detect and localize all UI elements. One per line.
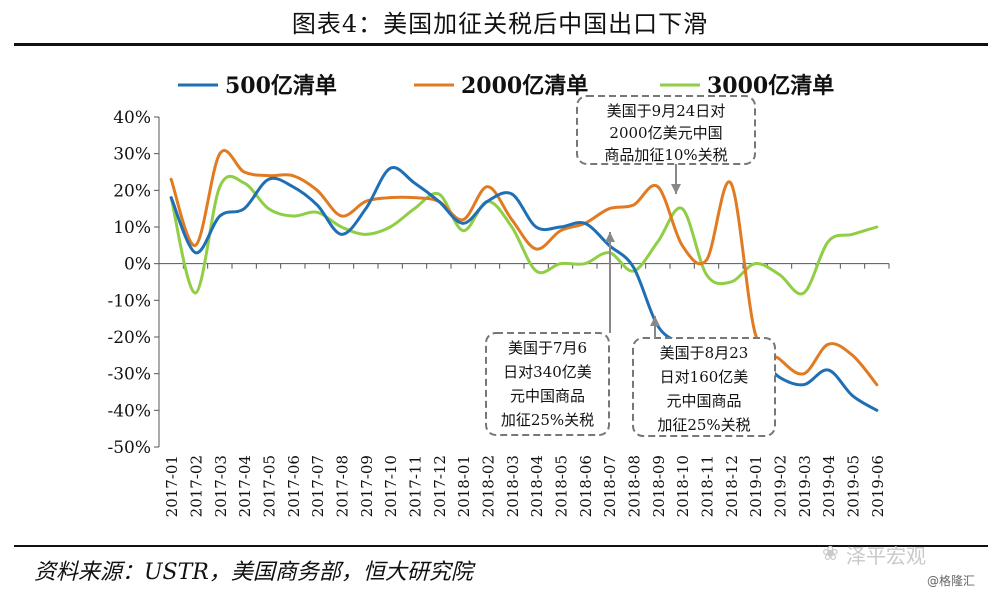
x-tick-label: 2018-04 xyxy=(528,455,546,517)
x-tick-label: 2018-11 xyxy=(699,455,717,517)
x-tick-label: 2019-01 xyxy=(747,455,765,517)
y-tick-label: -30% xyxy=(107,365,151,385)
x-tick-label: 2017-11 xyxy=(407,455,425,517)
annotation-box xyxy=(576,95,756,165)
x-tick-label: 2018-05 xyxy=(553,455,571,517)
legend: 500亿清单 2000亿清单 3000亿清单 xyxy=(178,73,834,99)
annotation-text: 元中国商品 xyxy=(666,392,741,410)
source-note: 资料来源：USTR，美国商务部，恒大研究院 xyxy=(34,560,473,585)
annotation-text: 元中国商品 xyxy=(510,387,585,405)
y-tick-label: -10% xyxy=(107,291,151,311)
x-tick-label: 2018-01 xyxy=(455,455,473,517)
x-tick-label: 2017-03 xyxy=(212,455,230,517)
legend-label: 2000亿清单 xyxy=(461,73,588,99)
annotation-text: 商品加征10%关税 xyxy=(604,146,727,164)
annotation-text: 美国于7月6 xyxy=(508,339,587,357)
x-tick-label: 2017-06 xyxy=(285,455,303,517)
x-tick-label: 2017-07 xyxy=(309,455,327,517)
annotation-arrowhead xyxy=(671,184,681,194)
chart: -50% -40% -30% -20% -10% 0% 10% 20% 30% 40% 2017-… xyxy=(107,73,890,517)
annotation-text: 加征25%关税 xyxy=(657,416,750,434)
x-tick-label: 2019-04 xyxy=(820,455,838,517)
x-tick-label: 2017-08 xyxy=(334,455,352,517)
x-tick-label: 2018-06 xyxy=(577,455,595,517)
y-tick-label: 10% xyxy=(113,218,151,238)
y-tick-label: -40% xyxy=(107,401,151,421)
x-tick-label: 2018-07 xyxy=(601,455,619,517)
x-tick-label: 2018-10 xyxy=(674,455,692,517)
x-tick-label: 2018-08 xyxy=(626,455,644,517)
series-line xyxy=(169,174,879,296)
annotation-text: 美国于9月24日对 xyxy=(607,102,726,120)
x-tick-label: 2017-04 xyxy=(236,455,254,517)
x-tick-label: 2017-12 xyxy=(431,455,449,517)
legend-label: 3000亿清单 xyxy=(707,73,834,99)
y-tick-label: 0% xyxy=(124,255,151,275)
x-tick-label: 2017-05 xyxy=(261,455,279,517)
annotation-text: 加征25%关税 xyxy=(501,411,594,429)
annotation-box xyxy=(485,332,610,436)
watermark-brand: 泽平宏观 xyxy=(846,544,926,568)
annotation-text: 日对160亿美 xyxy=(660,368,749,386)
y-tick-label: 20% xyxy=(113,181,151,201)
y-tick-label: -20% xyxy=(107,328,151,348)
annotation-arrowhead xyxy=(650,316,660,326)
annotation-text: 日对340亿美 xyxy=(503,363,592,381)
bottom-rule xyxy=(14,545,988,547)
x-tick-label: 2017-01 xyxy=(163,455,181,517)
annotation-box xyxy=(632,337,776,437)
y-tick-label: -50% xyxy=(107,438,151,458)
wechat-logo-icon: ❀ xyxy=(822,541,839,565)
y-tick-label: 40% xyxy=(113,108,151,128)
x-tick-label: 2019-06 xyxy=(869,455,887,517)
x-tick-labels: 2017-01 2017-02 2017-03 2017-04 2017-05 2017-… xyxy=(163,455,887,517)
legend-label: 500亿清单 xyxy=(225,73,337,99)
x-tick-label: 2019-05 xyxy=(845,455,863,517)
annotation-text: 2000亿美元中国 xyxy=(609,124,722,142)
top-rule xyxy=(14,43,988,46)
watermark-handle: @格隆汇 xyxy=(927,574,976,588)
axes xyxy=(154,116,890,448)
annotation-text: 美国于8月23 xyxy=(660,344,749,362)
series-line xyxy=(169,149,879,387)
x-tick-label: 2017-09 xyxy=(358,455,376,517)
x-tick-label: 2017-10 xyxy=(382,455,400,517)
y-tick-labels: -50% -40% -30% -20% -10% 0% 10% 20% 30% 40% xyxy=(107,108,151,458)
x-tick-label: 2019-02 xyxy=(772,455,790,517)
x-tick-label: 2018-09 xyxy=(650,455,668,517)
x-tick-label: 2018-03 xyxy=(504,455,522,517)
x-tick-label: 2018-12 xyxy=(723,455,741,517)
chart-title: 图表4：美国加征关税后中国出口下滑 xyxy=(291,10,709,38)
x-tick-label: 2017-02 xyxy=(188,455,206,517)
y-tick-label: 30% xyxy=(113,145,151,165)
x-tick-label: 2019-03 xyxy=(796,455,814,517)
annotation-arrowhead xyxy=(605,232,615,242)
x-tick-label: 2018-02 xyxy=(480,455,498,517)
